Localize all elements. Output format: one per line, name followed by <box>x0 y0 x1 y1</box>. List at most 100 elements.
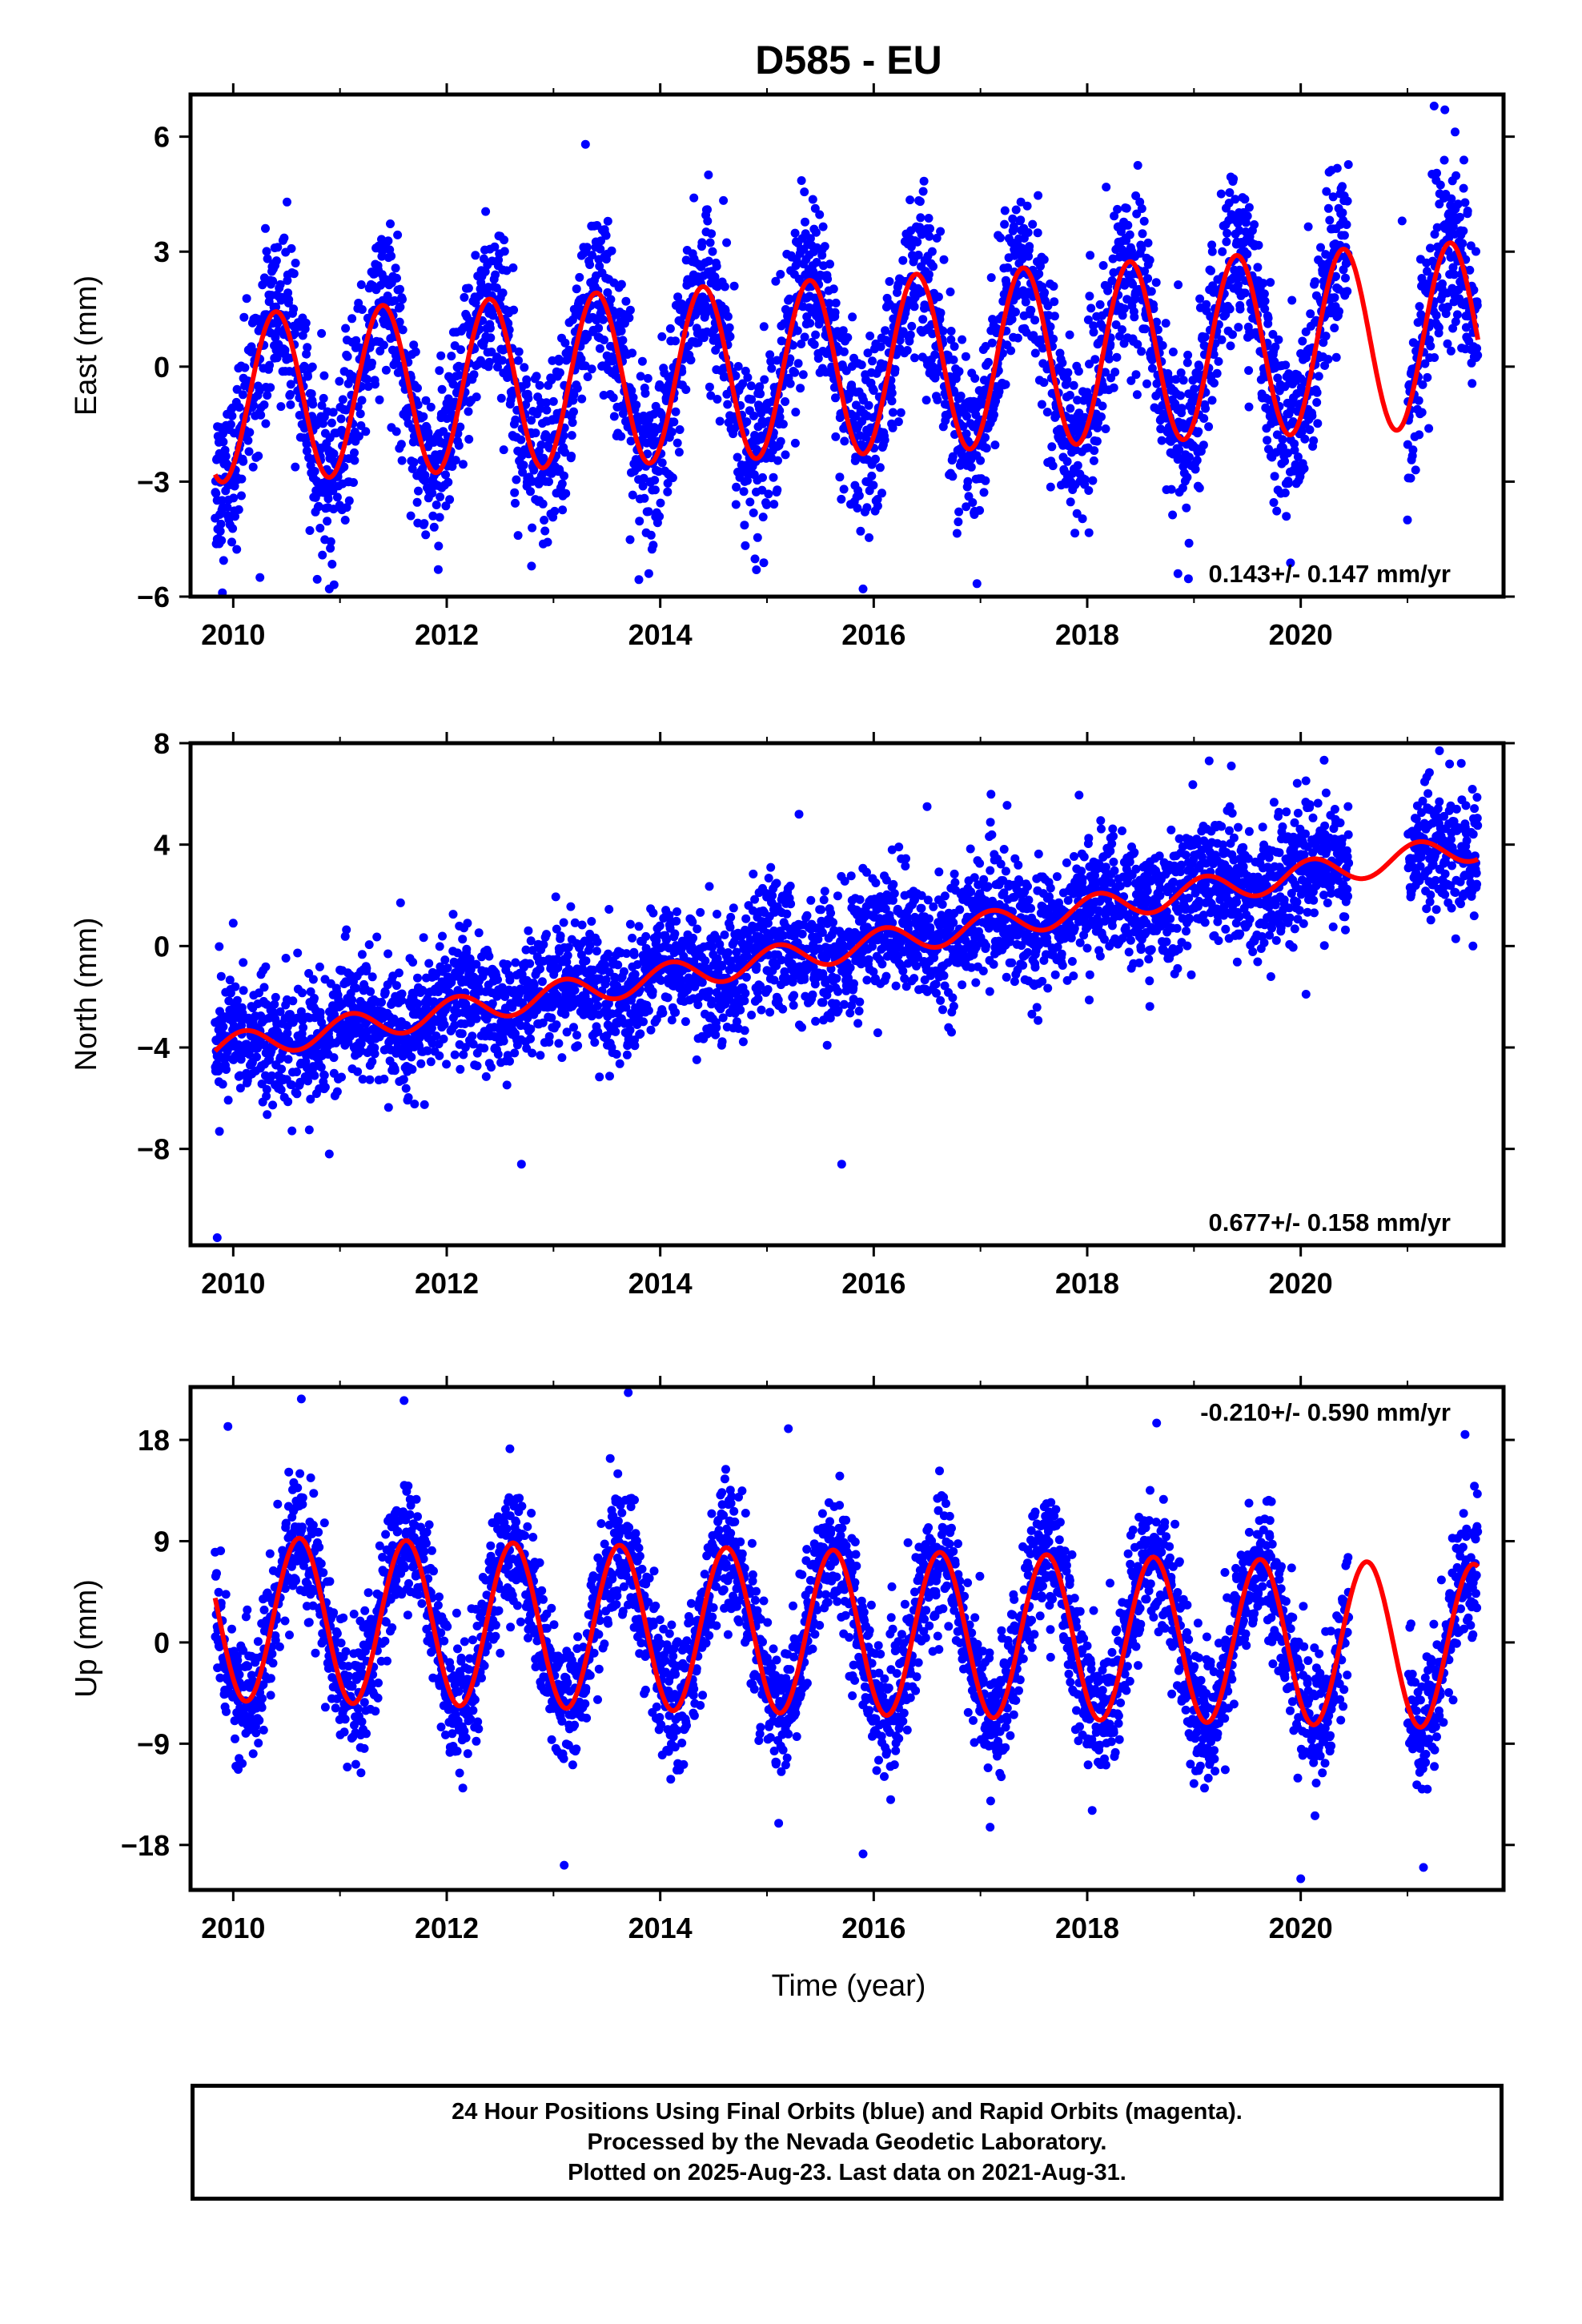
north-point <box>408 1064 417 1074</box>
east-point <box>583 372 592 381</box>
east-point <box>671 336 681 346</box>
north-point <box>404 1093 413 1102</box>
east-point <box>307 389 316 399</box>
east-point <box>1311 277 1319 287</box>
east-point <box>396 440 406 449</box>
north-point <box>315 962 324 971</box>
east-point <box>1204 422 1214 432</box>
east-point <box>265 360 275 370</box>
east-point <box>1472 300 1482 310</box>
east-point <box>381 365 391 375</box>
east-point <box>759 558 769 568</box>
east-point <box>628 490 637 500</box>
north-point <box>277 1064 287 1074</box>
east-point <box>1469 285 1479 295</box>
east-point <box>1171 375 1181 384</box>
east-point <box>228 524 238 533</box>
east-point <box>1448 263 1458 272</box>
east-point <box>1260 296 1270 306</box>
north-point <box>268 1100 278 1110</box>
east-point <box>681 385 691 394</box>
east-point <box>217 496 227 505</box>
east-point <box>815 210 825 219</box>
east-point <box>319 371 329 380</box>
north-point <box>569 1023 578 1032</box>
east-point <box>1000 206 1010 215</box>
east-point <box>234 505 243 514</box>
east-point <box>797 340 806 348</box>
east-point <box>261 223 270 233</box>
north-point <box>423 1046 432 1055</box>
east-point <box>913 237 922 247</box>
east-point <box>323 494 333 504</box>
east-point <box>813 354 823 363</box>
east-point <box>713 395 722 404</box>
east-frame <box>188 92 1506 599</box>
east-point <box>1214 356 1223 366</box>
east-point <box>865 533 873 542</box>
east-point <box>712 262 721 271</box>
north-point <box>502 1080 512 1090</box>
east-point <box>514 347 524 356</box>
east-point <box>1176 368 1186 377</box>
east-point <box>576 354 586 364</box>
north-point <box>456 1064 465 1074</box>
east-point <box>291 259 300 267</box>
east-point <box>1465 265 1475 275</box>
east-point <box>924 270 934 279</box>
east-point <box>1048 461 1058 471</box>
east-point <box>705 238 715 247</box>
north-point <box>503 959 512 969</box>
north-point <box>592 947 601 956</box>
north-point <box>538 1018 548 1027</box>
east-point <box>1021 297 1030 307</box>
east-point <box>491 270 500 279</box>
east-point <box>907 321 917 331</box>
east-point <box>279 233 289 243</box>
east-point <box>1209 350 1219 360</box>
east-point <box>946 335 956 344</box>
north-point <box>480 1043 489 1053</box>
east-point <box>875 463 885 472</box>
east-point <box>1182 503 1191 513</box>
east-point <box>968 498 978 507</box>
east-point <box>927 247 937 256</box>
east-point <box>1195 483 1204 493</box>
east-point <box>950 342 959 352</box>
east-point <box>308 400 318 409</box>
north-point <box>288 996 298 1006</box>
east-point <box>790 368 800 377</box>
east-point <box>858 584 868 593</box>
east-point <box>600 336 608 344</box>
north-point <box>474 928 484 938</box>
north-point <box>610 973 620 983</box>
east-point <box>954 507 964 517</box>
east-point <box>805 319 815 328</box>
east-point <box>596 244 605 254</box>
east-point <box>243 436 253 445</box>
east-point <box>1341 273 1350 283</box>
east-point <box>472 392 481 402</box>
east-point <box>729 281 739 291</box>
north-point <box>439 1034 448 1043</box>
east-point <box>375 395 384 404</box>
east-point <box>1288 417 1298 426</box>
east-point <box>1174 445 1184 455</box>
north-point <box>536 1051 545 1060</box>
east-point <box>648 541 658 550</box>
east-point <box>743 372 753 382</box>
east-point <box>1241 218 1251 227</box>
east-point <box>864 400 873 410</box>
east-point <box>926 224 934 233</box>
east-point <box>354 432 363 441</box>
east-point <box>856 526 865 536</box>
east-point <box>433 565 443 574</box>
east-point <box>963 476 973 486</box>
east-point <box>227 411 237 420</box>
y-tick-label: 0 <box>154 351 170 384</box>
east-point <box>1137 204 1146 213</box>
east-point <box>357 305 367 314</box>
east-point <box>1084 528 1094 537</box>
east-point <box>301 318 311 328</box>
